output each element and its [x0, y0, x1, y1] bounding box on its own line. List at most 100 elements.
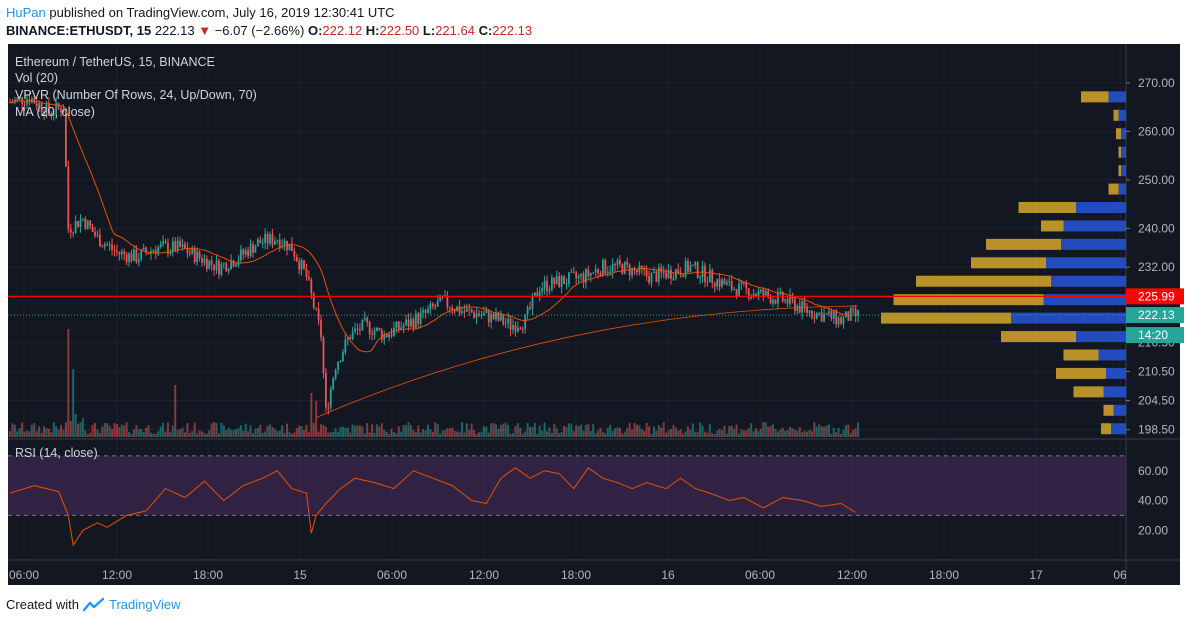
volume-bar — [708, 423, 711, 437]
author-link[interactable]: HuPan — [6, 5, 46, 20]
candle-body — [594, 269, 597, 273]
time-tick-label: 15 — [293, 568, 307, 582]
volume-bar — [852, 429, 855, 437]
time-tick-label: 18:00 — [929, 568, 959, 582]
close-value: 222.13 — [492, 23, 533, 38]
volume-bar — [208, 430, 211, 437]
volume-bar — [77, 423, 80, 437]
candle-body — [789, 294, 791, 304]
volume-bar — [276, 431, 279, 437]
volume-bar — [742, 430, 745, 437]
volume-bar — [577, 426, 580, 437]
volume-bar — [490, 423, 493, 437]
volume-bar — [550, 432, 553, 437]
volume-bar — [21, 422, 24, 437]
volume-bar — [120, 424, 123, 437]
candle-body — [298, 261, 301, 270]
candle-body — [687, 260, 689, 272]
volume-bar — [354, 426, 357, 437]
volume-bar — [327, 432, 330, 437]
candle-body — [193, 247, 196, 263]
candle-body — [670, 269, 672, 279]
candle-body — [86, 220, 89, 229]
candle-body — [52, 113, 55, 115]
candle-body — [696, 262, 699, 278]
volume-bar — [572, 431, 575, 437]
volume-bar — [558, 433, 561, 437]
candle-body — [232, 260, 235, 267]
vpvr-up-bar — [1121, 165, 1126, 177]
vpvr-up-bar — [1103, 386, 1126, 398]
candle-body — [774, 299, 777, 304]
volume-bar — [623, 431, 626, 437]
candle-body — [725, 282, 728, 285]
last-price-badge-box — [1126, 307, 1184, 324]
volume-bar — [784, 430, 787, 437]
volume-bar — [278, 431, 281, 437]
volume-bar — [757, 431, 760, 437]
vpvr-up-bar — [1121, 128, 1126, 140]
volume-bar — [597, 430, 600, 437]
volume-bar — [383, 429, 386, 437]
volume-bar — [650, 433, 653, 437]
volume-bar — [762, 422, 765, 437]
volume-bar — [533, 422, 536, 437]
candle-body — [325, 372, 327, 408]
volume-bar — [18, 428, 21, 437]
candle-body — [509, 318, 512, 330]
candle-body — [344, 339, 347, 353]
vpvr-up-bar — [1061, 238, 1126, 250]
candle-body — [50, 112, 53, 115]
volume-bar — [436, 424, 439, 437]
candle-body — [801, 301, 804, 313]
volume-bar — [426, 424, 429, 437]
vpvr-down-bar — [893, 294, 1044, 306]
volume-profile — [881, 91, 1126, 435]
volume-bar — [300, 426, 303, 437]
candle-body — [521, 328, 524, 330]
candle-body — [478, 313, 480, 316]
volume-bar — [392, 432, 395, 437]
volume-bar — [60, 425, 63, 437]
candle-body — [699, 276, 702, 278]
volume-bar — [594, 433, 597, 437]
volume-bar — [604, 433, 607, 437]
volume-bar — [266, 425, 269, 437]
volume-bar — [443, 430, 446, 437]
volume-bar — [718, 428, 721, 437]
candle-body — [602, 259, 604, 276]
tradingview-brand[interactable]: TradingView — [108, 597, 181, 612]
candle-body — [334, 369, 337, 379]
candle-body — [96, 234, 99, 236]
candle-body — [332, 378, 335, 389]
candle-body — [84, 218, 87, 229]
volume-bar — [703, 431, 706, 437]
candle-body — [176, 240, 179, 252]
candle-body — [558, 276, 561, 288]
volume-bar — [769, 425, 772, 437]
candle-body — [728, 281, 731, 283]
candle-body — [26, 99, 28, 105]
candle-body — [64, 110, 67, 167]
candle-body — [811, 310, 813, 318]
candle-body — [640, 265, 643, 270]
candle-body — [769, 296, 772, 304]
volume-bar — [706, 432, 709, 437]
volume-bar — [94, 422, 97, 437]
volume-bar — [631, 429, 634, 437]
candle-body — [682, 274, 685, 277]
volume-bar — [832, 427, 835, 437]
candle-body — [264, 233, 267, 243]
candle-body — [730, 281, 733, 290]
volume-bar — [516, 423, 519, 437]
candle-body — [390, 334, 393, 336]
candle-body — [305, 268, 308, 277]
candle-body — [388, 334, 390, 338]
legend-vpvr: VPVR (Number Of Rows, 24, Up/Down, 70) — [15, 88, 257, 102]
volume-bar — [249, 425, 252, 437]
candle-body — [706, 281, 709, 283]
volume-bar — [570, 423, 573, 437]
last-price-badge-text: 222.13 — [1138, 308, 1175, 322]
candle-body — [188, 253, 191, 255]
